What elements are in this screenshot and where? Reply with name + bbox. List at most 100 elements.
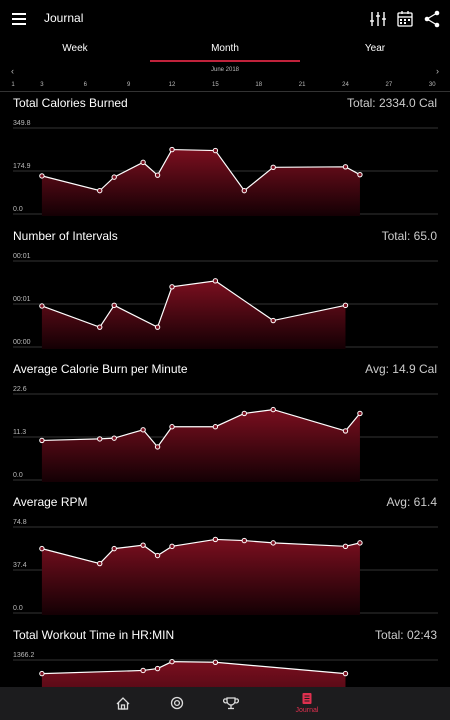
y-tick-label: 1366.2 <box>13 652 35 659</box>
data-point[interactable] <box>241 187 247 194</box>
share-icon[interactable] <box>422 9 442 29</box>
top-app-bar: Journal <box>0 0 450 38</box>
data-point[interactable] <box>111 435 117 441</box>
data-point[interactable] <box>357 540 363 546</box>
data-point[interactable] <box>140 159 146 166</box>
chart-summary: Total: 02:43 <box>374 628 437 642</box>
data-point[interactable] <box>154 552 161 559</box>
day-scale: 1 3 6 9 12 15 18 21 24 27 30 <box>11 82 436 88</box>
menu-icon[interactable] <box>10 10 30 28</box>
day-tick-3: 3 <box>40 82 44 88</box>
y-tick-label: 00:00 <box>13 339 31 346</box>
data-point[interactable] <box>342 543 349 550</box>
chart-title: Average RPM <box>13 495 88 509</box>
chart-title: Total Calories Burned <box>13 96 128 110</box>
trophy-icon[interactable] <box>219 687 243 720</box>
data-point[interactable] <box>39 437 45 444</box>
series-area <box>41 661 346 687</box>
data-point[interactable] <box>39 173 45 179</box>
tab-year[interactable]: Year <box>364 43 386 54</box>
data-point[interactable] <box>212 536 219 543</box>
chart-summary: Total: 65.0 <box>381 229 437 243</box>
data-point[interactable] <box>97 560 103 567</box>
data-point[interactable] <box>97 187 103 194</box>
day-tick-6: 6 <box>84 82 88 88</box>
data-point[interactable] <box>270 317 276 324</box>
day-tick-18: 18 <box>255 82 262 88</box>
data-point[interactable] <box>212 147 219 154</box>
data-point[interactable] <box>169 146 175 153</box>
calendar-icon[interactable] <box>395 9 415 29</box>
data-point[interactable] <box>212 424 219 430</box>
data-point[interactable] <box>140 427 146 433</box>
chart-title: Total Workout Time in HR:MIN <box>13 628 175 642</box>
tab-month[interactable]: Month <box>150 38 300 62</box>
data-point[interactable] <box>270 164 276 170</box>
day-tick-15: 15 <box>212 82 219 88</box>
data-point[interactable] <box>169 284 175 290</box>
data-point[interactable] <box>342 670 349 677</box>
data-point[interactable] <box>154 324 161 330</box>
data-point[interactable] <box>111 174 117 180</box>
data-point[interactable] <box>140 667 146 674</box>
data-point[interactable] <box>97 436 103 442</box>
data-point[interactable] <box>212 659 219 665</box>
data-point[interactable] <box>357 171 363 178</box>
target-icon[interactable] <box>165 687 189 720</box>
journal-icon[interactable] <box>295 687 319 720</box>
data-point[interactable] <box>39 545 45 552</box>
tab-week[interactable]: Week <box>62 43 88 54</box>
data-point[interactable] <box>241 410 247 417</box>
chart-svg: 1366.2 <box>13 652 438 687</box>
chart-title: Average Calorie Burn per Minute <box>13 362 188 376</box>
chevron-right-icon[interactable]: › <box>436 66 439 76</box>
data-point[interactable] <box>39 670 45 677</box>
data-point[interactable] <box>140 542 146 548</box>
data-point[interactable] <box>342 164 349 170</box>
data-point[interactable] <box>342 302 349 309</box>
data-point[interactable] <box>270 540 276 546</box>
day-tick-1: 1 <box>11 82 15 88</box>
data-point[interactable] <box>270 406 276 413</box>
bottom-navigation: Journal <box>0 687 450 720</box>
series-area <box>41 539 360 615</box>
data-point[interactable] <box>342 428 349 434</box>
data-point[interactable] <box>169 543 175 550</box>
day-tick-24: 24 <box>342 82 349 88</box>
day-tick-30: 30 <box>429 82 436 88</box>
y-tick-label: 74.8 <box>13 519 27 526</box>
series-area <box>41 409 360 482</box>
data-point[interactable] <box>154 172 161 178</box>
sliders-icon[interactable] <box>368 9 388 29</box>
home-icon[interactable] <box>111 687 135 720</box>
series-line <box>41 661 346 675</box>
data-point[interactable] <box>357 410 363 417</box>
data-point[interactable] <box>169 424 175 430</box>
day-tick-21: 21 <box>299 82 306 88</box>
data-point[interactable] <box>39 303 45 309</box>
day-tick-27: 27 <box>386 82 393 88</box>
chart-summary: Avg: 14.9 Cal <box>365 362 437 376</box>
data-point[interactable] <box>111 302 117 309</box>
period-tabs: Week Month Year <box>0 38 450 62</box>
data-point[interactable] <box>154 665 161 672</box>
chevron-left-icon[interactable]: ‹ <box>11 66 14 76</box>
y-tick-label: 00:01 <box>13 296 31 303</box>
chart-summary: Total: 2334.0 Cal <box>346 96 437 110</box>
app-title: Journal <box>44 11 84 25</box>
data-point[interactable] <box>111 545 117 552</box>
data-point[interactable] <box>97 324 103 330</box>
chart-svg: 22.6 11.3 0.0 <box>13 386 438 482</box>
y-tick-label: 00:01 <box>13 253 31 260</box>
y-tick-label: 0.0 <box>13 605 23 612</box>
series-line <box>41 280 346 328</box>
data-point[interactable] <box>241 537 247 544</box>
y-tick-label: 37.4 <box>13 562 27 569</box>
data-point[interactable] <box>169 658 175 665</box>
data-point[interactable] <box>154 444 161 450</box>
chart-title: Number of Intervals <box>13 229 118 243</box>
data-point[interactable] <box>212 278 219 284</box>
date-timeline: ‹ June 2018 › 1 3 6 9 12 15 18 21 24 27 30 <box>0 63 450 92</box>
chart-svg: 00:01 00:01 00:00 <box>13 253 438 349</box>
chart-summary: Avg: 61.4 <box>386 495 437 509</box>
